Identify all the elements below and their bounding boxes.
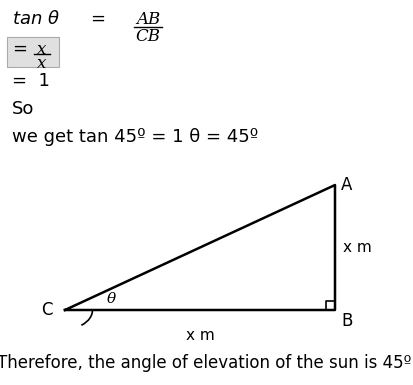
Text: A: A	[341, 176, 352, 194]
Text: CB: CB	[135, 28, 161, 45]
Text: =  1: = 1	[12, 72, 50, 90]
Text: x: x	[37, 55, 47, 72]
Text: So: So	[12, 100, 34, 118]
Text: =: =	[12, 40, 27, 58]
Text: x m: x m	[343, 240, 372, 255]
FancyBboxPatch shape	[7, 37, 59, 67]
Text: Therefore, the angle of elevation of the sun is 45º.: Therefore, the angle of elevation of the…	[0, 354, 413, 372]
Text: C: C	[41, 301, 53, 319]
Text: we get tan 45º = 1 θ = 45º: we get tan 45º = 1 θ = 45º	[12, 128, 258, 146]
Text: AB: AB	[136, 11, 160, 28]
Text: θ: θ	[107, 292, 116, 306]
Text: $\it{tan}\ \it{\theta}$: $\it{tan}\ \it{\theta}$	[12, 10, 60, 28]
Text: x: x	[37, 41, 47, 58]
Text: x m: x m	[185, 328, 214, 343]
Text: =: =	[90, 10, 105, 28]
Text: B: B	[341, 312, 352, 330]
